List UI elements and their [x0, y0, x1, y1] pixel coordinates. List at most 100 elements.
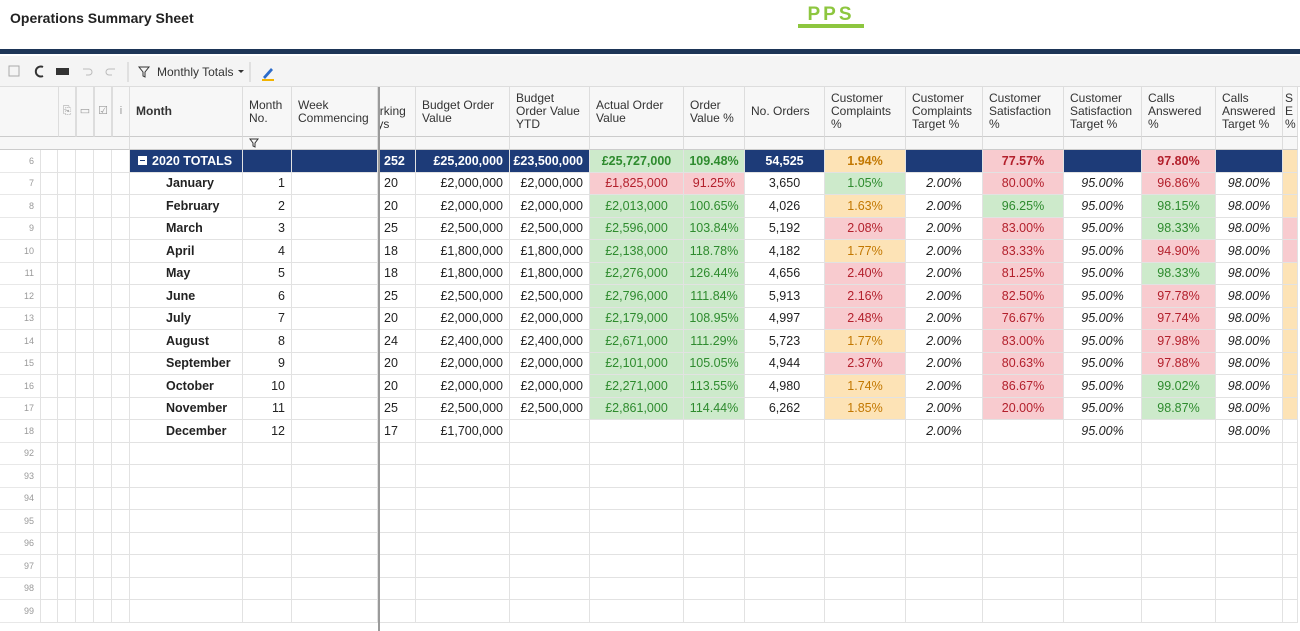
cell[interactable]: 82.50%: [983, 285, 1064, 308]
cell[interactable]: 7: [243, 307, 292, 330]
cell[interactable]: [1283, 487, 1298, 510]
cell[interactable]: [1142, 442, 1216, 465]
cell[interactable]: [1142, 420, 1216, 443]
cell[interactable]: 2.00%: [906, 172, 983, 195]
cell[interactable]: [983, 577, 1064, 600]
cell[interactable]: [906, 442, 983, 465]
cell[interactable]: [590, 442, 684, 465]
cell[interactable]: 111.29%: [684, 330, 745, 353]
cell[interactable]: 20: [378, 195, 416, 218]
cell[interactable]: [745, 577, 825, 600]
cell[interactable]: 5: [243, 262, 292, 285]
cell[interactable]: [906, 465, 983, 488]
cell[interactable]: [292, 217, 378, 240]
cell[interactable]: [378, 555, 416, 578]
cell[interactable]: 6,262: [745, 397, 825, 420]
cell[interactable]: 118.78%: [684, 240, 745, 263]
cell[interactable]: 113.55%: [684, 375, 745, 398]
cell[interactable]: [292, 397, 378, 420]
cell[interactable]: 3,650: [745, 172, 825, 195]
cell[interactable]: [243, 600, 292, 623]
cell[interactable]: December: [130, 420, 243, 443]
cell[interactable]: [983, 555, 1064, 578]
cell[interactable]: [745, 532, 825, 555]
column-header[interactable]: Calls Answered %: [1142, 87, 1216, 137]
cell[interactable]: [130, 555, 243, 578]
cell[interactable]: 1.85%: [825, 397, 906, 420]
cell[interactable]: [825, 420, 906, 443]
cell[interactable]: £2,000,000: [510, 307, 590, 330]
column-header[interactable]: S E %: [1283, 87, 1298, 137]
cell[interactable]: [510, 532, 590, 555]
cell[interactable]: 2.40%: [825, 262, 906, 285]
cell[interactable]: 86.67%: [983, 375, 1064, 398]
cell[interactable]: [1216, 150, 1283, 173]
cell[interactable]: [825, 465, 906, 488]
cell[interactable]: £2,596,000: [590, 217, 684, 240]
cell[interactable]: [1283, 330, 1298, 353]
cell[interactable]: £2,671,000: [590, 330, 684, 353]
cell[interactable]: £2,000,000: [416, 195, 510, 218]
cell[interactable]: 2.00%: [906, 375, 983, 398]
cell[interactable]: [243, 577, 292, 600]
cell[interactable]: 17: [378, 420, 416, 443]
cell[interactable]: 2.00%: [906, 330, 983, 353]
cell[interactable]: [510, 555, 590, 578]
cell[interactable]: £25,200,000: [416, 150, 510, 173]
cell[interactable]: 20: [378, 172, 416, 195]
cell[interactable]: 2.00%: [906, 307, 983, 330]
cell[interactable]: [1283, 352, 1298, 375]
cell[interactable]: [1283, 262, 1298, 285]
cell[interactable]: 1: [243, 172, 292, 195]
cell[interactable]: £2,000,000: [510, 375, 590, 398]
cell[interactable]: [1142, 577, 1216, 600]
cell[interactable]: 109.48%: [684, 150, 745, 173]
cell[interactable]: [745, 555, 825, 578]
cell[interactable]: [378, 510, 416, 533]
cell[interactable]: [684, 555, 745, 578]
cell[interactable]: [684, 420, 745, 443]
cell[interactable]: [292, 375, 378, 398]
cell[interactable]: [825, 577, 906, 600]
cell[interactable]: 98.00%: [1216, 240, 1283, 263]
cell[interactable]: 77.57%: [983, 150, 1064, 173]
cell[interactable]: 95.00%: [1064, 262, 1142, 285]
cell[interactable]: 1.74%: [825, 375, 906, 398]
cell[interactable]: £23,500,000: [510, 150, 590, 173]
save-icon[interactable]: [8, 65, 20, 77]
cell[interactable]: [416, 577, 510, 600]
cell[interactable]: 98.00%: [1216, 375, 1283, 398]
cell[interactable]: [416, 555, 510, 578]
redo-icon[interactable]: [105, 68, 115, 76]
cell[interactable]: [292, 487, 378, 510]
cell[interactable]: 98.33%: [1142, 262, 1216, 285]
cell[interactable]: 98.33%: [1142, 217, 1216, 240]
cell[interactable]: [906, 532, 983, 555]
column-header[interactable]: Customer Complaints Target %: [906, 87, 983, 137]
cell[interactable]: May: [130, 262, 243, 285]
cell[interactable]: [1283, 375, 1298, 398]
cell[interactable]: £2,500,000: [510, 397, 590, 420]
cell[interactable]: [416, 487, 510, 510]
cell[interactable]: 11: [243, 397, 292, 420]
cell[interactable]: [906, 510, 983, 533]
cell[interactable]: September: [130, 352, 243, 375]
cell[interactable]: 97.80%: [1142, 150, 1216, 173]
cell[interactable]: [130, 600, 243, 623]
cell[interactable]: £2,271,000: [590, 375, 684, 398]
cell[interactable]: [1216, 487, 1283, 510]
cell[interactable]: [1283, 285, 1298, 308]
cell[interactable]: 98.00%: [1216, 195, 1283, 218]
cell[interactable]: [1283, 240, 1298, 263]
cell[interactable]: [1216, 600, 1283, 623]
cell[interactable]: [684, 600, 745, 623]
cell[interactable]: 2.00%: [906, 352, 983, 375]
cell[interactable]: [510, 577, 590, 600]
cell[interactable]: [416, 442, 510, 465]
column-header[interactable]: Calls Answered Target %: [1216, 87, 1283, 137]
cell[interactable]: 2.00%: [906, 240, 983, 263]
cell[interactable]: [1064, 577, 1142, 600]
cell[interactable]: 2.48%: [825, 307, 906, 330]
column-header[interactable]: No. Orders: [745, 87, 825, 137]
cell[interactable]: 98.00%: [1216, 285, 1283, 308]
